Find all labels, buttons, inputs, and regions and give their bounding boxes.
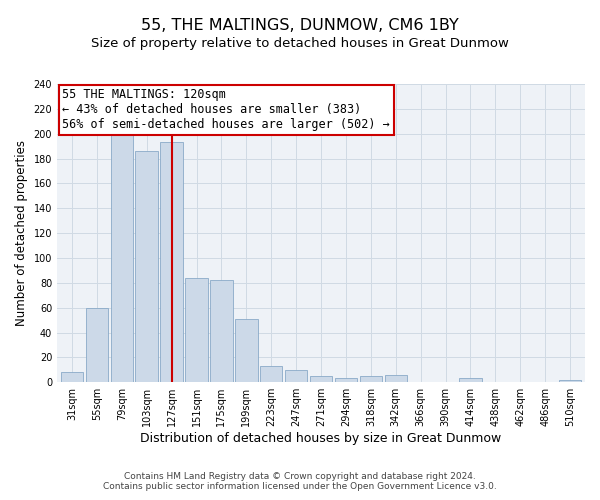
Bar: [136, 151, 158, 382]
Bar: [185, 278, 208, 382]
Text: 55, THE MALTINGS, DUNMOW, CM6 1BY: 55, THE MALTINGS, DUNMOW, CM6 1BY: [141, 18, 459, 32]
Text: Contains public sector information licensed under the Open Government Licence v3: Contains public sector information licen…: [103, 482, 497, 491]
Bar: [160, 142, 183, 382]
Text: 55 THE MALTINGS: 120sqm
← 43% of detached houses are smaller (383)
56% of semi-d: 55 THE MALTINGS: 120sqm ← 43% of detache…: [62, 88, 390, 132]
Text: Contains HM Land Registry data © Crown copyright and database right 2024.: Contains HM Land Registry data © Crown c…: [124, 472, 476, 481]
Bar: [359, 376, 382, 382]
Bar: [86, 308, 108, 382]
Bar: [210, 280, 233, 382]
Y-axis label: Number of detached properties: Number of detached properties: [15, 140, 28, 326]
Bar: [559, 380, 581, 382]
Bar: [61, 372, 83, 382]
Bar: [110, 132, 133, 382]
Bar: [385, 375, 407, 382]
Bar: [459, 378, 482, 382]
X-axis label: Distribution of detached houses by size in Great Dunmow: Distribution of detached houses by size …: [140, 432, 502, 445]
Text: Size of property relative to detached houses in Great Dunmow: Size of property relative to detached ho…: [91, 38, 509, 51]
Bar: [285, 370, 307, 382]
Bar: [260, 366, 283, 382]
Bar: [310, 376, 332, 382]
Bar: [235, 319, 257, 382]
Bar: [335, 378, 357, 382]
